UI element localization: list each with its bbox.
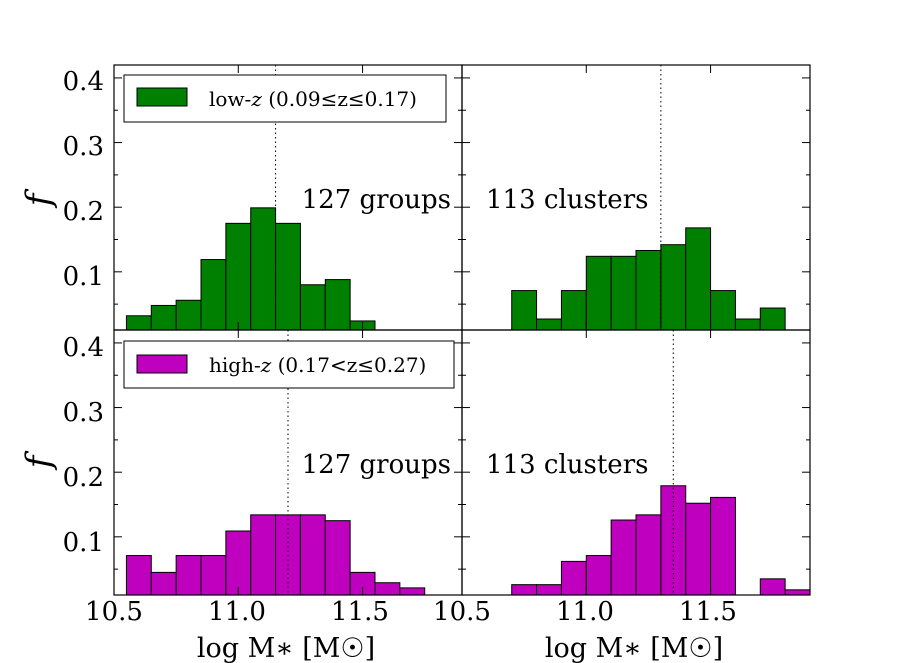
median-lines — [275, 65, 674, 595]
legend-label-high-z: high-z (0.17<z≤0.27) — [209, 353, 426, 377]
histogram-bar — [610, 255, 637, 331]
annotation-low-z-clusters: 113 clusters — [486, 185, 648, 215]
histogram-bar — [560, 290, 587, 331]
histogram-bar — [175, 555, 202, 596]
y-tick-label: 0.3 — [63, 132, 104, 162]
histogram-bar — [200, 259, 227, 331]
histogram-bar — [710, 496, 736, 596]
histogram-bar — [685, 502, 712, 596]
x-tick-label: 11.5 — [331, 597, 389, 627]
y-tick-labels-bottom: 0.4 0.3 0.2 0.1 — [63, 333, 104, 558]
legend-var: z — [260, 353, 272, 377]
histogram-bar — [125, 555, 152, 596]
legend-var: z — [250, 87, 262, 111]
histogram-bar — [536, 318, 562, 331]
y-tick-labels-top: 0.4 0.3 0.2 0.1 — [63, 67, 104, 292]
histogram-bar — [784, 589, 811, 596]
x-tick-labels: 10.5 11.0 11.5 10.5 11.0 11.5 — [85, 597, 737, 627]
legend-swatch-high-z — [136, 354, 188, 374]
legend-range: (0.17<z≤0.27) — [271, 353, 426, 377]
histogram-bar — [511, 584, 538, 596]
histogram-bar — [635, 514, 662, 596]
histogram-bar — [250, 514, 277, 596]
histogram-bar — [225, 222, 252, 331]
x-tick-label: 10.5 — [85, 597, 143, 627]
histogram-bar — [610, 519, 637, 596]
histogram-bar — [175, 299, 202, 331]
panel-frame — [461, 329, 811, 596]
histogram-bar — [324, 520, 351, 596]
x-tick-label: 11.0 — [208, 597, 266, 627]
legend-high-z: high-z (0.17<z≤0.27) — [123, 340, 455, 389]
histogram-bar — [200, 555, 227, 596]
y-tick-label: 0.4 — [63, 333, 104, 363]
histogram-bar — [585, 255, 612, 331]
annotation-low-z-groups: 127 groups — [302, 185, 451, 215]
tick-marks — [113, 65, 810, 595]
histogram-bar — [585, 555, 612, 596]
bars-layer — [125, 207, 811, 596]
legend-prefix: high- — [209, 353, 261, 377]
histogram-bar — [299, 514, 326, 596]
x-tick-label: 10.5 — [433, 597, 491, 627]
histogram-bar — [685, 227, 712, 331]
histogram-bar — [560, 560, 587, 596]
x-tick-label: 11.5 — [679, 597, 737, 627]
axes-frames — [113, 64, 811, 596]
histogram-bar — [150, 571, 177, 596]
histogram-bar — [710, 290, 736, 331]
y-tick-label: 0.4 — [63, 67, 104, 97]
x-axis-title-right: log M∗ [M☉] — [545, 633, 723, 663]
histogram-bar — [635, 250, 662, 331]
histogram-bar — [374, 582, 401, 596]
legend-range: (0.09≤z≤0.17) — [262, 87, 417, 111]
histogram-bar — [125, 315, 152, 331]
legend-low-z: low-z (0.09≤z≤0.17) — [123, 74, 447, 123]
histogram-bar — [536, 584, 562, 596]
y-tick-label: 0.2 — [63, 463, 104, 493]
histogram-bar — [511, 290, 538, 331]
legend-prefix: low- — [209, 87, 251, 111]
histogram-bar — [250, 207, 277, 331]
histogram-bar — [660, 485, 687, 596]
histogram-bar — [324, 279, 351, 331]
y-tick-label: 0.1 — [63, 528, 104, 558]
histogram-bar — [399, 587, 426, 596]
histogram-bar — [734, 318, 761, 331]
annotation-high-z-groups: 127 groups — [302, 450, 451, 480]
histogram-bar — [150, 304, 177, 331]
histogram-bar — [660, 244, 687, 331]
histogram-bar — [275, 222, 301, 331]
legend-swatch-low-z — [136, 87, 188, 107]
annotation-high-z-clusters: 113 clusters — [486, 450, 648, 480]
histogram-bar — [759, 307, 786, 331]
y-tick-label: 0.3 — [63, 398, 104, 428]
histogram-bar — [759, 578, 786, 596]
x-axis-title-left: log M∗ [M☉] — [197, 633, 375, 663]
histogram-bar — [225, 530, 252, 596]
legend-label-low-z: low-z (0.09≤z≤0.17) — [209, 87, 417, 111]
y-tick-label: 0.1 — [63, 262, 104, 292]
x-tick-label: 11.0 — [556, 597, 614, 627]
y-tick-label: 0.2 — [63, 197, 104, 227]
histogram-bar — [299, 284, 326, 331]
